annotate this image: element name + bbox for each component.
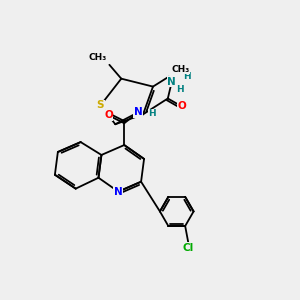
Text: H: H: [183, 72, 190, 81]
Text: S: S: [97, 100, 104, 110]
Text: CH₃: CH₃: [88, 53, 106, 62]
Text: N: N: [167, 76, 176, 87]
Text: N: N: [114, 187, 123, 196]
Text: H: H: [176, 85, 183, 94]
Text: O: O: [177, 101, 186, 111]
Text: H: H: [148, 109, 156, 118]
Text: O: O: [104, 110, 113, 120]
Text: CH₃: CH₃: [172, 65, 190, 74]
Text: N: N: [134, 107, 142, 117]
Text: Cl: Cl: [182, 243, 194, 253]
